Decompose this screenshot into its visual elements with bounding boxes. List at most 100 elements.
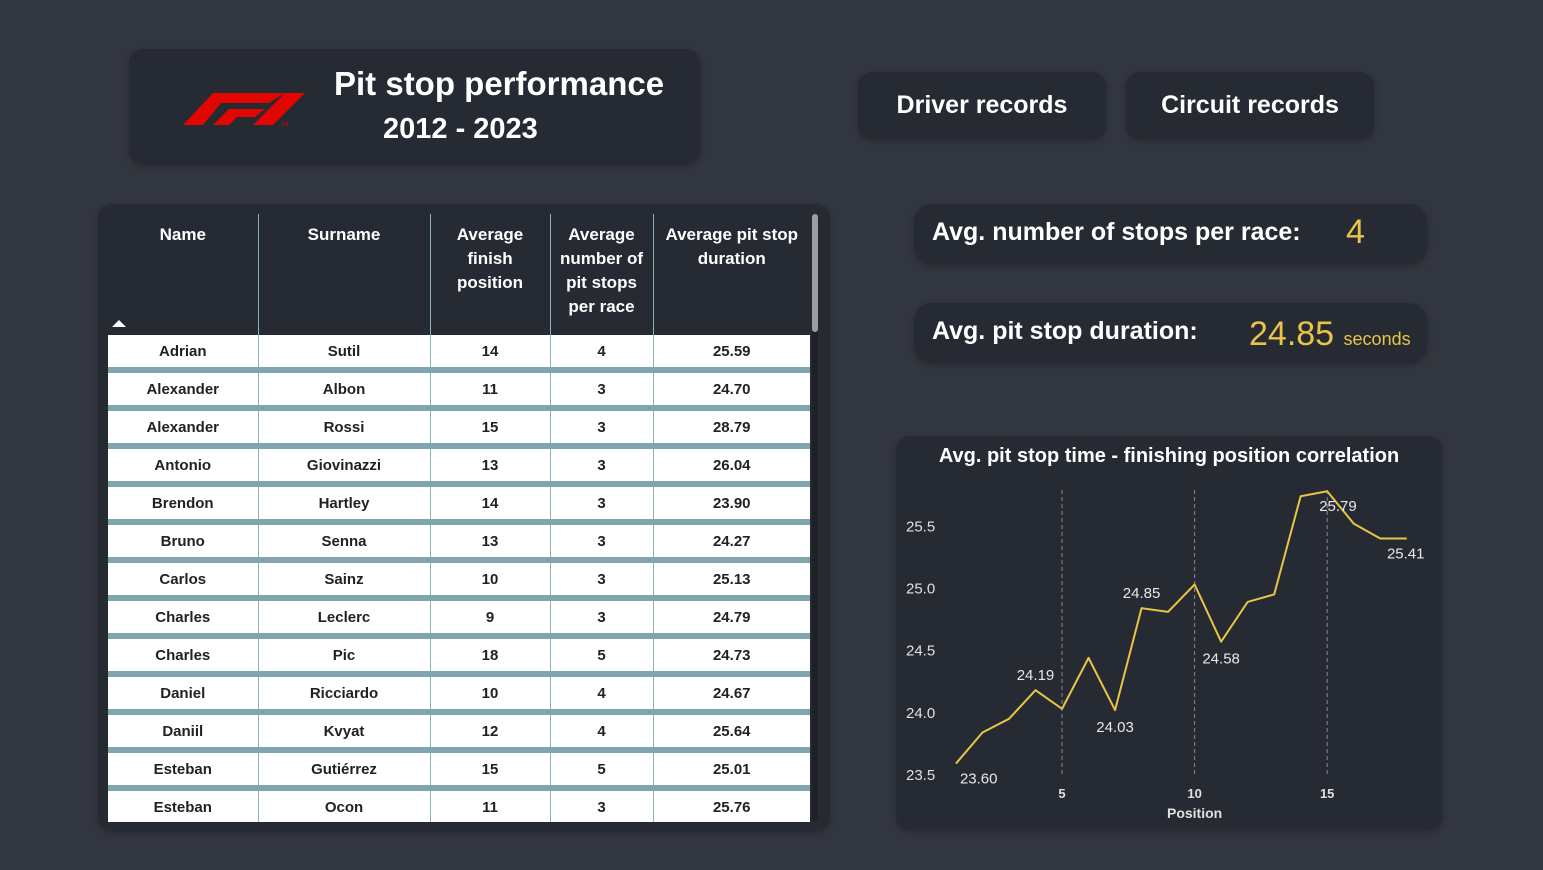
y-tick-label: 25.0	[906, 580, 935, 597]
driver-records-button[interactable]: Driver records	[858, 72, 1106, 139]
table-row[interactable]: Antonio Giovinazzi 13 3 26.04	[108, 446, 810, 487]
cell-avg-stops: 5	[549, 636, 653, 677]
cell-surname: Leclerc	[257, 598, 430, 639]
cell-name: Esteban	[108, 750, 258, 791]
year-range: 2012 - 2023	[383, 113, 538, 145]
cell-avg-duration: 23.90	[652, 484, 810, 525]
table-scrollbar-thumb[interactable]	[812, 214, 818, 332]
table-row[interactable]: Daniel Ricciardo 10 4 24.67	[108, 674, 810, 715]
correlation-line-chart[interactable]: 5 10 15 23.5 24.0 24.5 25.0 25.5 Position 23.60 24…	[896, 436, 1442, 830]
table-row[interactable]: Charles Pic 18 5 24.73	[108, 636, 810, 677]
cell-avg-duration: 28.79	[652, 408, 810, 449]
column-header-avg-finish[interactable]: Average finish position	[429, 214, 550, 335]
sort-ascending-icon[interactable]	[112, 320, 126, 327]
cell-avg-finish: 11	[429, 788, 550, 822]
column-header-avg-stops[interactable]: Average number of pit stops per race	[549, 214, 653, 335]
cell-surname: Sutil	[257, 335, 430, 373]
cell-avg-stops: 3	[549, 408, 653, 449]
cell-avg-finish: 9	[429, 598, 550, 639]
cell-avg-duration: 26.04	[652, 446, 810, 487]
table-row[interactable]: Adrian Sutil 14 4 25.59	[108, 335, 810, 373]
column-header-name[interactable]: Name	[108, 214, 258, 335]
avg-duration-value-group: 24.85 seconds	[1249, 315, 1411, 354]
y-tick-label: 24.5	[906, 643, 935, 660]
cell-name: Daniel	[108, 674, 258, 715]
drivers-table-card: Name Surname Average finish position Ave…	[98, 204, 830, 831]
data-label: 25.79	[1319, 498, 1357, 515]
table-row[interactable]: Alexander Albon 11 3 24.70	[108, 370, 810, 411]
y-tick-label: 24.0	[906, 705, 935, 722]
avg-duration-kpi-card: Avg. pit stop duration: 24.85 seconds	[914, 303, 1427, 363]
cell-avg-finish: 14	[429, 484, 550, 525]
data-label: 24.03	[1096, 719, 1134, 736]
cell-surname: Ricciardo	[257, 674, 430, 715]
cell-avg-stops: 3	[549, 522, 653, 563]
table-header-row: Name Surname Average finish position Ave…	[108, 214, 810, 335]
cell-avg-stops: 3	[549, 598, 653, 639]
cell-surname: Pic	[257, 636, 430, 677]
avg-duration-unit: seconds	[1343, 329, 1411, 349]
cell-avg-stops: 3	[549, 370, 653, 411]
drivers-table: Name Surname Average finish position Ave…	[108, 214, 810, 822]
title-card: TM Pit stop performance 2012 - 2023	[129, 49, 700, 164]
f1-logo-icon: TM	[183, 93, 305, 127]
cell-avg-finish: 12	[429, 712, 550, 753]
cell-avg-stops: 4	[549, 712, 653, 753]
cell-avg-stops: 3	[549, 446, 653, 487]
cell-avg-finish: 13	[429, 446, 550, 487]
cell-surname: Ocon	[257, 788, 430, 822]
cell-name: Bruno	[108, 522, 258, 563]
x-tick-label: 5	[1058, 786, 1065, 801]
cell-name: Carlos	[108, 560, 258, 601]
chart-title: Avg. pit stop time - finishing position …	[938, 445, 1400, 467]
cell-avg-duration: 24.67	[652, 674, 810, 715]
y-tick-label: 25.5	[906, 518, 935, 535]
cell-avg-duration: 25.59	[652, 335, 810, 373]
cell-name: Brendon	[108, 484, 258, 525]
table-row[interactable]: Carlos Sainz 10 3 25.13	[108, 560, 810, 601]
cell-avg-finish: 13	[429, 522, 550, 563]
cell-name: Daniil	[108, 712, 258, 753]
svg-text:TM: TM	[281, 122, 288, 127]
table-row[interactable]: Esteban Ocon 11 3 25.76	[108, 788, 810, 822]
cell-avg-duration: 24.73	[652, 636, 810, 677]
cell-avg-duration: 24.70	[652, 370, 810, 411]
cell-avg-stops: 4	[549, 674, 653, 715]
table-row[interactable]: Bruno Senna 13 3 24.27	[108, 522, 810, 563]
data-label: 24.19	[1017, 667, 1055, 684]
table-row[interactable]: Esteban Gutiérrez 15 5 25.01	[108, 750, 810, 791]
cell-avg-stops: 5	[549, 750, 653, 791]
cell-avg-stops: 3	[549, 484, 653, 525]
cell-avg-finish: 10	[429, 560, 550, 601]
table-row[interactable]: Daniil Kvyat 12 4 25.64	[108, 712, 810, 753]
column-header-avg-duration[interactable]: Average pit stop duration	[652, 214, 810, 335]
cell-avg-stops: 3	[549, 788, 653, 822]
drivers-table-scroll-area[interactable]: Name Surname Average finish position Ave…	[108, 214, 810, 822]
table-row[interactable]: Charles Leclerc 9 3 24.79	[108, 598, 810, 639]
cell-surname: Senna	[257, 522, 430, 563]
cell-avg-stops: 3	[549, 560, 653, 601]
cell-avg-stops: 4	[549, 335, 653, 373]
table-row[interactable]: Brendon Hartley 14 3 23.90	[108, 484, 810, 525]
table-body: Adrian Sutil 14 4 25.59 Alexander Albon 11 3 24.7…	[108, 335, 810, 822]
avg-stops-label: Avg. number of stops per race:	[932, 218, 1301, 246]
cell-avg-duration: 25.13	[652, 560, 810, 601]
column-header-surname[interactable]: Surname	[257, 214, 430, 335]
x-axis-label: Position	[1167, 805, 1222, 821]
correlation-chart-card: Avg. pit stop time - finishing position …	[896, 436, 1442, 830]
cell-avg-duration: 25.76	[652, 788, 810, 822]
cell-name: Charles	[108, 636, 258, 677]
avg-duration-label: Avg. pit stop duration:	[932, 317, 1198, 345]
cell-name: Antonio	[108, 446, 258, 487]
data-label: 24.58	[1202, 651, 1240, 668]
series-line	[955, 490, 1407, 765]
circuit-records-button[interactable]: Circuit records	[1126, 72, 1374, 139]
table-row[interactable]: Alexander Rossi 15 3 28.79	[108, 408, 810, 449]
data-label: 24.85	[1123, 585, 1161, 602]
cell-name: Esteban	[108, 788, 258, 822]
cell-avg-duration: 24.27	[652, 522, 810, 563]
x-tick-label: 10	[1187, 786, 1201, 801]
table-scrollbar[interactable]	[812, 214, 818, 822]
avg-duration-value: 24.85	[1249, 315, 1335, 353]
cell-surname: Rossi	[257, 408, 430, 449]
